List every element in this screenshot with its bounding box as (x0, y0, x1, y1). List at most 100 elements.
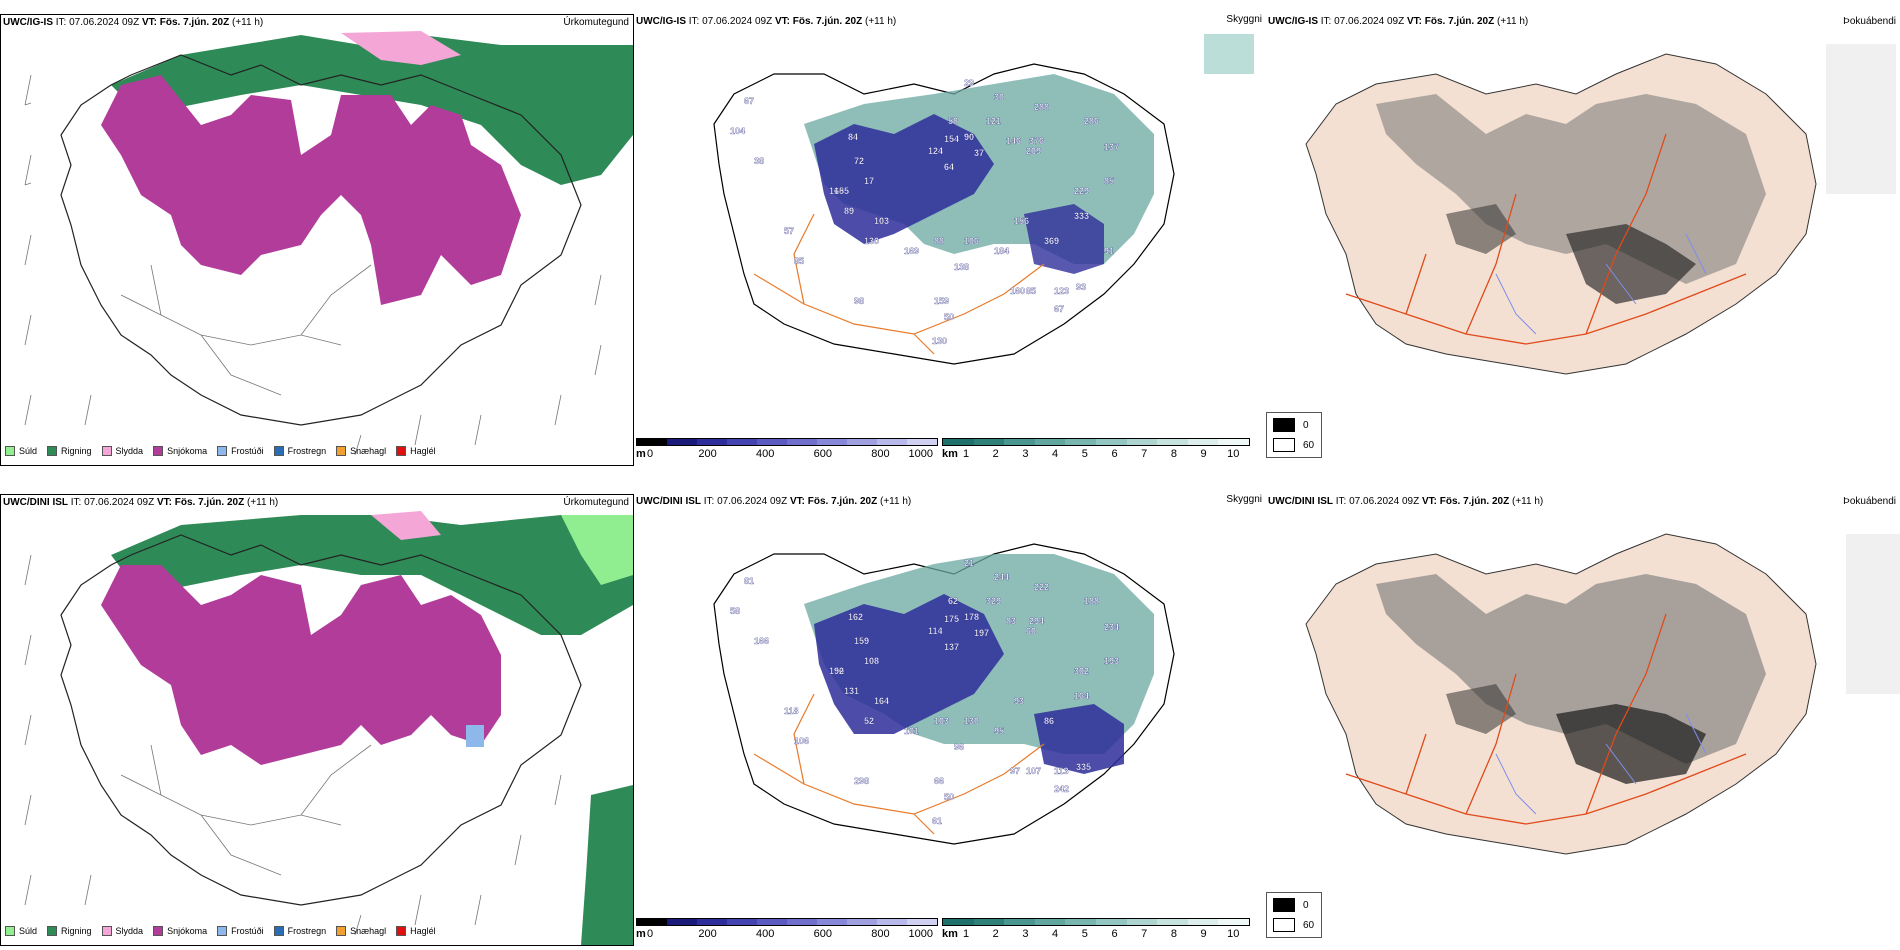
it-value: 07.06.2024 09Z (1349, 496, 1420, 507)
cloud-base-label: 376 (1029, 136, 1044, 146)
tick-label: 7 (1141, 928, 1148, 940)
fog-shading (1376, 94, 1766, 284)
fog-legend-row: 60 (1273, 438, 1314, 452)
vt-value: Fös. 7.jún. 20Z (159, 17, 230, 28)
legend-swatch (396, 926, 407, 936)
roads (753, 213, 1045, 355)
legend-swatch (47, 446, 58, 456)
cloud-base-label: 229 (1074, 186, 1089, 196)
tick-label: 2 (992, 448, 999, 460)
vt-value: Fös. 7.jún. 20Z (807, 496, 878, 507)
cloud-base-label: 84 (848, 132, 858, 142)
cloud-base-label: 52 (864, 716, 874, 726)
cloud-base-label: 95 (994, 726, 1004, 736)
tick-label: 200 (698, 928, 717, 940)
tick-label: 3 (1022, 448, 1029, 460)
snow-area (101, 75, 521, 305)
tick-label: 7 (1141, 448, 1148, 460)
colorbar-cell (1187, 439, 1219, 445)
cloud-base-label: 244 (994, 572, 1009, 582)
coastline (60, 54, 582, 426)
colorbar-cell (1004, 439, 1035, 445)
colorbar-cell (1126, 919, 1158, 925)
colorbar-cell (877, 439, 907, 445)
cloud-base-label: 50 (944, 312, 954, 322)
tick-label: 200 (698, 448, 717, 460)
colorbar-cells (636, 438, 938, 446)
cloud-base-label: 113 (1054, 766, 1069, 776)
cloud-base-label: 60 (1026, 626, 1036, 636)
fog-legend-swatch (1273, 898, 1295, 912)
cloud-base-label: 124 (928, 146, 943, 156)
tick-label: 1 (962, 448, 970, 460)
cloud-base-label: 137 (1104, 142, 1119, 152)
vt-label: VT: (789, 496, 805, 507)
cloud-base-label: 101 (904, 726, 919, 736)
colorbar-cell (787, 919, 817, 925)
fog-legend-swatch (1273, 918, 1295, 932)
tick-label: 1000 (908, 448, 933, 460)
panel-header: UWC/DINI ISL IT: 07.06.2024 09Z VT: Fös.… (3, 497, 631, 511)
legend-label: Slydda (115, 926, 144, 936)
colorbar-cells (942, 438, 1250, 446)
cloud-base-label: 118 (784, 706, 799, 716)
cloud-base-label: 234 (1104, 622, 1119, 632)
cloud-base-label: 50 (944, 792, 954, 802)
roads (120, 744, 372, 876)
cloud-base-label: 86 (1044, 716, 1054, 726)
sea-fog-patch (1826, 44, 1896, 194)
sleet-area (341, 31, 461, 65)
vt-label: VT: (156, 497, 172, 508)
cloud-base-label: 85 (1104, 176, 1114, 186)
it-value: 07.06.2024 09Z (717, 496, 788, 507)
it-label: IT: (55, 17, 67, 28)
cloud-base-label: 83 (1006, 616, 1016, 626)
legend-item: Súld (5, 446, 37, 456)
coastline (60, 534, 582, 906)
legend-label: Slydda (115, 446, 144, 456)
cloud-base-label: 209 (1026, 146, 1041, 156)
cloud-base-label: 92 (834, 666, 844, 676)
cloud-base-label: 178 (964, 612, 979, 622)
legend-label: Haglél (410, 446, 436, 456)
colorbar-cell (973, 439, 1005, 445)
legend-label: Snjókoma (167, 446, 208, 456)
model-name: UWC/IG-IS (636, 16, 686, 27)
legend-swatch (153, 446, 164, 456)
cloud-base-label: 154 (944, 134, 959, 144)
cloud-base-label: 90 (964, 132, 974, 142)
colorbar-unit: m (636, 928, 646, 940)
vt-value: Fös. 7.jún. 20Z (792, 16, 863, 27)
legend-item: Slydda (101, 926, 144, 936)
sleet-area (371, 511, 441, 540)
tick-label: 6 (1111, 928, 1118, 940)
tick-label: 4 (1052, 928, 1059, 940)
model-name: UWC/DINI ISL (1268, 496, 1333, 507)
cloud-base-label: 93 (1076, 282, 1086, 292)
cloud-base-label: 85 (794, 256, 804, 266)
legend-swatch (273, 446, 284, 456)
tick-label: 5 (1081, 448, 1088, 460)
precip-legend: Súld Rigning Slydda Snjókoma Frostúði Fr… (5, 923, 436, 939)
fog-legend-swatch (1273, 418, 1295, 432)
tick-label: 5 (1081, 928, 1088, 940)
it-label: IT: (70, 497, 82, 508)
cloud-base-label: 156 (1014, 216, 1029, 226)
fog-legend-row: 0 (1273, 418, 1309, 432)
cloud-visibility-panel-1: UWC/IG-IS IT: 07.06.2024 09Z VT: Fös. 7.… (634, 14, 1266, 466)
legend-label: Rigning (61, 926, 92, 936)
cloud-base-label: 335 (1076, 762, 1091, 772)
cloud-base-area (814, 114, 994, 244)
tick-label: 6 (1111, 448, 1118, 460)
colorbar-cell (1218, 919, 1249, 925)
roads (1345, 133, 1747, 345)
cloud-map: 21 244 222 188 234 193 302 164 294 329 83 60 62 175 17… (713, 543, 1175, 845)
cloud-base-label: 123 (1054, 286, 1069, 296)
cloud-base-label: 89 (844, 206, 854, 216)
legend-item: Rigning (47, 926, 92, 936)
cloud-base-label: 104 (730, 126, 745, 136)
fog-dense (1556, 704, 1706, 784)
vt-label: VT: (1421, 496, 1437, 507)
colorbar-cell (817, 439, 847, 445)
colorbar-cells (942, 918, 1250, 926)
